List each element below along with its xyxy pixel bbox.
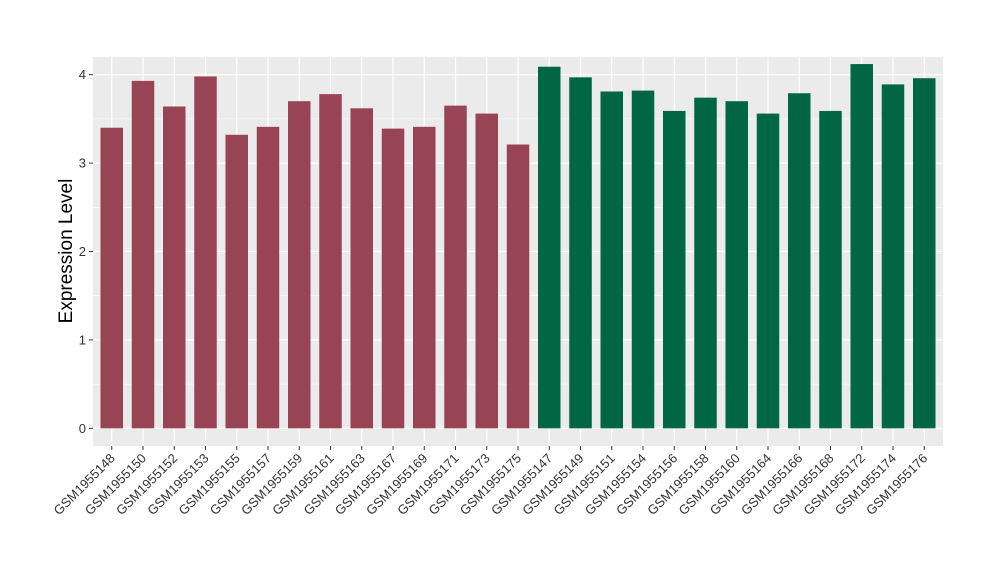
bar-GSM1955164 xyxy=(756,113,780,429)
bar-GSM1955168 xyxy=(819,110,842,429)
bar-GSM1955160 xyxy=(725,101,748,429)
bar-GSM1955171 xyxy=(444,105,467,429)
bars xyxy=(100,64,936,429)
bar-GSM1955149 xyxy=(569,77,592,429)
bar-GSM1955175 xyxy=(506,144,530,429)
y-tick-label: 4 xyxy=(79,67,86,82)
y-tick-label: 3 xyxy=(79,156,86,171)
bar-GSM1955157 xyxy=(256,126,280,429)
y-axis-title: Expression Level xyxy=(56,179,77,324)
bar-GSM1955150 xyxy=(131,80,155,429)
bar-GSM1955176 xyxy=(913,78,936,429)
y-tick-label: 2 xyxy=(79,244,86,259)
bar-GSM1955174 xyxy=(881,84,905,429)
bar-GSM1955169 xyxy=(413,126,436,429)
bar-GSM1955148 xyxy=(100,127,123,429)
y-tick-label: 0 xyxy=(79,421,86,436)
bar-GSM1955154 xyxy=(631,90,655,429)
bar-GSM1955161 xyxy=(319,94,342,429)
bar-GSM1955155 xyxy=(225,134,248,429)
bar-GSM1955158 xyxy=(694,97,717,429)
y-axis: 0 1 2 3 4 xyxy=(79,67,93,436)
bar-GSM1955167 xyxy=(381,128,405,429)
bar-GSM1955159 xyxy=(288,101,311,429)
bar-GSM1955172 xyxy=(850,64,873,429)
bar-GSM1955156 xyxy=(663,110,686,429)
bar-GSM1955152 xyxy=(163,106,186,429)
bar-GSM1955173 xyxy=(475,113,498,429)
bar-GSM1955166 xyxy=(788,93,811,429)
bar-GSM1955153 xyxy=(194,76,217,429)
bar-GSM1955151 xyxy=(600,91,623,429)
bar-GSM1955147 xyxy=(538,66,561,429)
bar-GSM1955163 xyxy=(350,108,373,429)
x-axis: GSM1955148GSM1955150GSM1955152GSM1955153… xyxy=(51,446,930,518)
y-tick-label: 1 xyxy=(79,332,86,347)
